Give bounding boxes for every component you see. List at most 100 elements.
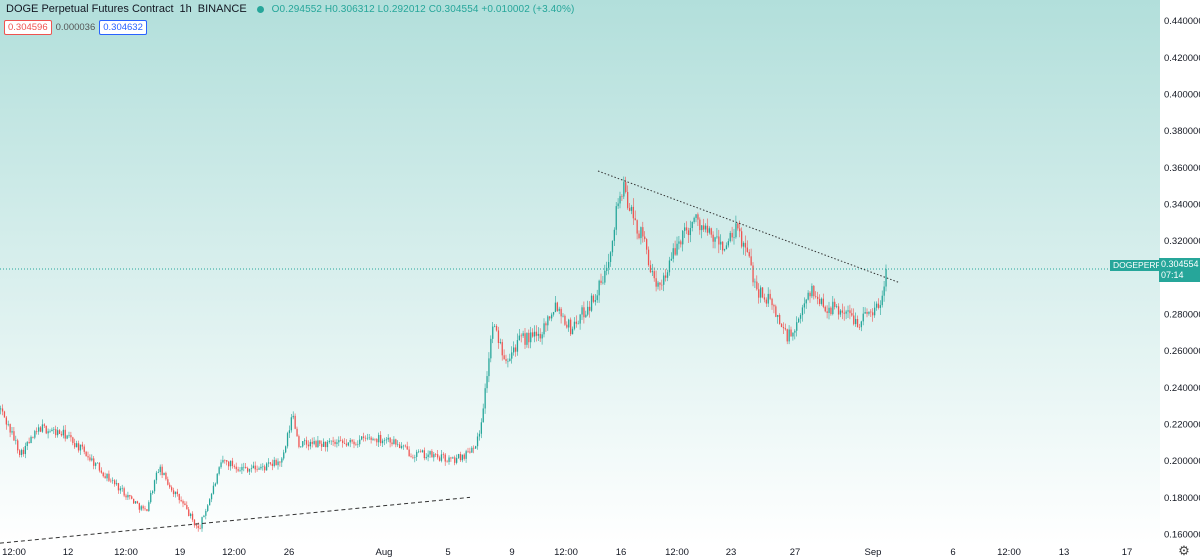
candle-body-down — [649, 265, 652, 273]
candle-body-up — [212, 485, 215, 494]
candle-body-up — [486, 376, 488, 389]
candle-body-up — [482, 408, 484, 423]
candle-body-down — [13, 431, 15, 441]
candle-body-up — [134, 501, 137, 504]
candle-body-down — [786, 329, 788, 342]
candle-body-up — [210, 493, 213, 500]
candle-body-up — [222, 460, 224, 463]
exchange-label: BINANCE — [197, 3, 247, 15]
candle-body-up — [457, 454, 460, 458]
candle-body-down — [809, 292, 811, 297]
candle-body-down — [589, 306, 591, 311]
candle-body-up — [742, 242, 745, 247]
candle-body-up — [357, 444, 359, 445]
candle-body-up — [585, 314, 587, 318]
candle-body-down — [178, 494, 180, 501]
candle-body-down — [294, 415, 296, 429]
candle-body-up — [684, 227, 686, 231]
candle-body-down — [818, 298, 821, 304]
interval-label[interactable]: 1h — [179, 3, 192, 15]
candle-body-down — [123, 488, 125, 496]
candle-body-down — [89, 457, 91, 461]
y-tick-label: 0.260000 — [1164, 346, 1200, 357]
candle-body-up — [11, 431, 13, 433]
x-axis[interactable]: 12:00 12 12:00 19 12:00 26 Aug 5 9 12:00 16 12:00 23… — [2, 547, 1132, 558]
candle-body-down — [161, 466, 163, 476]
support-trendline[interactable] — [0, 496, 471, 544]
candle-body-down — [1, 408, 4, 412]
x-tick-label: Sep — [865, 547, 882, 558]
candle-body-up — [480, 422, 482, 434]
candle-body-down — [837, 306, 840, 315]
candle-body-down — [739, 228, 741, 232]
x-tick-label: 12:00 — [665, 547, 689, 558]
candle-body-down — [539, 333, 541, 339]
candle-body-up — [414, 456, 416, 458]
candle-body-up — [283, 452, 285, 459]
candle-body-up — [277, 461, 279, 466]
candle-body-down — [81, 444, 83, 447]
candle-body-down — [19, 450, 21, 455]
candle-body-down — [790, 329, 792, 337]
candle-body-down — [364, 437, 367, 439]
candle-body-down — [28, 442, 30, 444]
candle-body-down — [467, 451, 469, 452]
candle-body-up — [551, 314, 553, 319]
candle-body-down — [172, 490, 175, 495]
chart-header: DOGE Perpetual Futures Contract 1h BINAN… — [6, 2, 574, 16]
candle-body-down — [592, 295, 595, 302]
candle-body-up — [488, 358, 490, 377]
candle-body-up — [796, 322, 798, 331]
candle-body-down — [853, 315, 855, 325]
candle-body-up — [864, 311, 866, 314]
annotations-layer[interactable] — [0, 170, 1160, 544]
candle-body-up — [573, 321, 576, 329]
candle-body-up — [7, 424, 9, 425]
candle-body-up — [798, 318, 800, 323]
candle-body-down — [556, 302, 558, 311]
candle-body-down — [564, 315, 566, 325]
ask-price[interactable]: 0.304632 — [99, 20, 147, 35]
symbol-title[interactable]: DOGE Perpetual Futures Contract — [6, 3, 174, 15]
candle-body-down — [74, 443, 76, 448]
candle-body-up — [847, 310, 849, 312]
candle-body-down — [545, 323, 547, 326]
candle-body-down — [870, 311, 872, 313]
candle-body-up — [347, 442, 349, 446]
candle-body-down — [438, 457, 441, 461]
candle-body-down — [83, 446, 85, 452]
gear-icon[interactable]: ⚙ — [1178, 543, 1190, 558]
candle-body-up — [562, 315, 564, 317]
candle-body-up — [507, 360, 509, 362]
candle-body-down — [769, 293, 771, 299]
x-tick-label: 27 — [790, 547, 801, 558]
candle-body-down — [419, 451, 422, 453]
candle-body-up — [875, 303, 878, 308]
resistance-trendline[interactable] — [597, 170, 901, 284]
candle-body-down — [343, 442, 346, 444]
candle-body-down — [171, 487, 173, 491]
candle-body-up — [400, 445, 403, 449]
candle-body-down — [188, 509, 190, 517]
candle-body-down — [750, 256, 752, 266]
candle-body-up — [317, 440, 319, 447]
candle-body-up — [96, 462, 99, 464]
candle-body-up — [604, 270, 606, 283]
bid-price[interactable]: 0.304596 — [4, 20, 52, 35]
candle-body-down — [307, 444, 310, 447]
candle-body-down — [36, 431, 38, 432]
candle-body-up — [229, 460, 232, 467]
candle-body-down — [435, 454, 437, 455]
x-tick-label: 23 — [726, 547, 737, 558]
candle-body-down — [324, 441, 327, 448]
candle-body-up — [323, 441, 325, 447]
x-tick-label: 26 — [284, 547, 295, 558]
time-axis-background[interactable] — [0, 545, 1160, 559]
candle-body-up — [541, 334, 543, 339]
candle-body-up — [20, 449, 23, 455]
candle-body-down — [370, 437, 372, 440]
candle-body-down — [296, 428, 298, 437]
candle-body-down — [315, 441, 317, 447]
